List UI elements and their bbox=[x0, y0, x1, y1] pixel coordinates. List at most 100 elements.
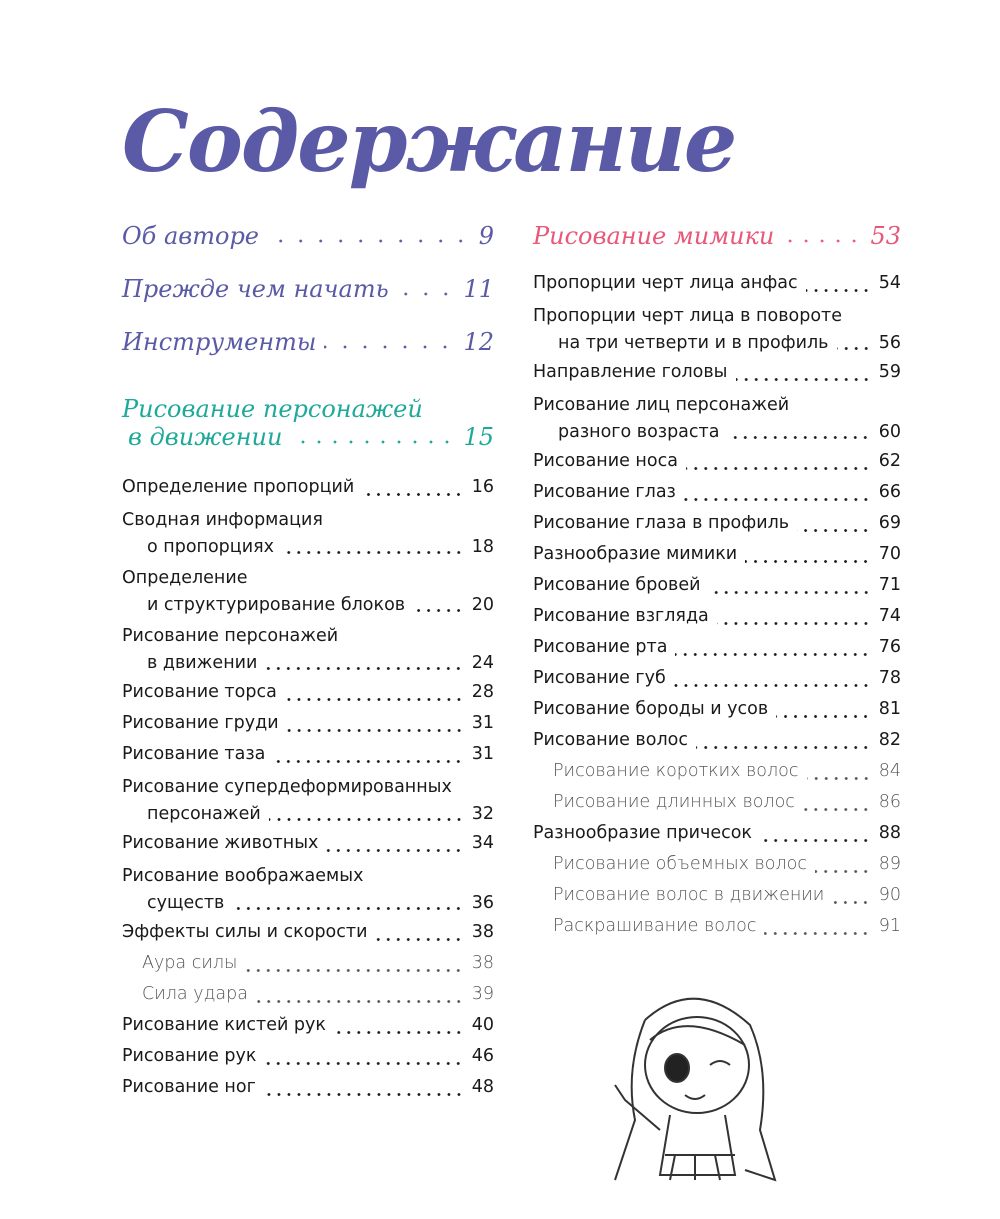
toc-entry[interactable]: Рисование таза 31 bbox=[122, 739, 494, 770]
toc-entry[interactable]: Рисование коротких волос 84 bbox=[533, 756, 901, 787]
page-number: 88 bbox=[878, 823, 901, 843]
page-number: 18 bbox=[471, 537, 494, 557]
toc-entry[interactable]: Эффекты силы и скорости 38 bbox=[122, 917, 494, 948]
toc-entry[interactable]: Рисование длинных волос 86 bbox=[533, 787, 901, 818]
entry-title: Рисование животных bbox=[122, 833, 319, 853]
entry-title-cont: о пропорциях bbox=[147, 537, 274, 557]
entry-title: Сводная информация bbox=[122, 510, 323, 530]
toc-entry[interactable]: Рисование кистей рук 40 bbox=[122, 1010, 494, 1041]
leader-dots bbox=[716, 622, 871, 625]
leader-dots bbox=[760, 839, 871, 842]
page-number: 74 bbox=[878, 606, 901, 626]
entry-title: Разнообразие мимики bbox=[533, 544, 738, 564]
entry-title: Рисование длинных волос bbox=[553, 792, 795, 812]
toc-entry[interactable]: Раскрашивание волос 91 bbox=[533, 911, 901, 942]
toc-entry[interactable]: Рисование взгляда 74 bbox=[533, 601, 901, 632]
toc-entry[interactable]: Рисование объемных волос 89 bbox=[533, 849, 901, 880]
entry-title: Рисование кистей рук bbox=[122, 1015, 326, 1035]
page-number: 60 bbox=[878, 422, 901, 442]
toc-entry[interactable]: Разнообразие мимики 70 bbox=[533, 539, 901, 570]
leader-dots bbox=[683, 498, 871, 501]
toc-entry[interactable]: Рисование глаза в профиль 69 bbox=[533, 508, 901, 539]
section-heading-facial[interactable]: Рисование мимики 53 bbox=[533, 222, 901, 250]
page-number: 90 bbox=[878, 885, 901, 905]
page-number: 56 bbox=[878, 333, 901, 353]
leader-dots bbox=[255, 1000, 464, 1003]
entry-title: Сила удара bbox=[142, 984, 248, 1004]
page-number: 11 bbox=[463, 275, 494, 303]
page-number: 20 bbox=[471, 595, 494, 615]
toc-entry[interactable]: Разнообразие причесок 88 bbox=[533, 818, 901, 849]
entry-title: Рисование персонажей bbox=[122, 626, 339, 646]
entry-title: Об авторе bbox=[122, 222, 260, 250]
page-number: 9 bbox=[478, 222, 494, 250]
leader-dots bbox=[333, 1031, 464, 1034]
toc-entry[interactable]: Рисование волос в движении 90 bbox=[533, 880, 901, 911]
entry-title: Направление головы bbox=[533, 362, 728, 382]
entry-title: Рисование взгляда bbox=[533, 606, 709, 626]
toc-entry[interactable]: Рисование рук 46 bbox=[122, 1041, 494, 1072]
entry-title: Рисование бороды и усов bbox=[533, 699, 769, 719]
leader-dots bbox=[797, 529, 871, 532]
toc-entry[interactable]: Рисование бороды и усов 81 bbox=[533, 694, 901, 725]
toc-entry[interactable]: Аура силы 38 bbox=[122, 948, 494, 979]
page-number: 76 bbox=[878, 637, 901, 657]
leader-dots bbox=[675, 653, 871, 656]
leader-dots bbox=[245, 969, 464, 972]
toc-entry[interactable]: Прежде чем начать 11 bbox=[122, 275, 494, 303]
toc-entry[interactable]: Рисование торса 28 bbox=[122, 677, 494, 708]
page-number: 66 bbox=[878, 482, 901, 502]
leader-dots bbox=[685, 467, 871, 470]
toc-entry[interactable]: Пропорции черт лица анфас 54 bbox=[533, 268, 901, 299]
page-number: 89 bbox=[878, 854, 901, 874]
entry-title: Рисование рук bbox=[122, 1046, 257, 1066]
toc-entry[interactable]: Рисование бровей 71 bbox=[533, 570, 901, 601]
toc-entry[interactable]: Рисование волос 82 bbox=[533, 725, 901, 756]
toc-entry[interactable]: Инструменты 12 bbox=[122, 328, 494, 356]
leader-dots bbox=[836, 347, 871, 350]
toc-entry[interactable]: Рисование груди 31 bbox=[122, 708, 494, 739]
toc-entry[interactable]: Определение и структурирование блоков 20 bbox=[122, 561, 494, 619]
chibi-girl-illustration bbox=[614, 997, 777, 1182]
page-number: 36 bbox=[471, 893, 494, 913]
entry-title-cont: персонажей bbox=[147, 804, 261, 824]
page-number: 46 bbox=[471, 1046, 494, 1066]
leader-dots bbox=[396, 292, 456, 296]
toc-entry[interactable]: Пропорции черт лица в повороте на три чет… bbox=[533, 299, 901, 357]
leader-dots bbox=[263, 1093, 464, 1096]
page-number: 81 bbox=[878, 699, 901, 719]
page-number: 34 bbox=[471, 833, 494, 853]
entry-title: Рисование груди bbox=[122, 713, 279, 733]
entry-title-cont: и структурирование блоков bbox=[147, 595, 406, 615]
toc-entry[interactable]: Об авторе 9 bbox=[122, 222, 494, 250]
leader-dots bbox=[782, 239, 863, 243]
page-number: 59 bbox=[878, 362, 901, 382]
toc-entry[interactable]: Сила удара 39 bbox=[122, 979, 494, 1010]
page-number: 39 bbox=[471, 984, 494, 1004]
toc-entry[interactable]: Рисование воображаемых существ 36 bbox=[122, 859, 494, 917]
toc-entry[interactable]: Рисование носа 62 bbox=[533, 446, 901, 477]
toc-entry[interactable]: Определение пропорций 16 bbox=[122, 472, 494, 503]
toc-entry[interactable]: Рисование глаз 66 bbox=[533, 477, 901, 508]
toc-entry[interactable]: Сводная информация о пропорциях 18 bbox=[122, 503, 494, 561]
section-heading-motion[interactable]: Рисование персонажей в движении 15 bbox=[122, 395, 494, 451]
entry-title: Аура силы bbox=[142, 953, 238, 973]
toc-entry[interactable]: Рисование животных 34 bbox=[122, 828, 494, 859]
leader-dots bbox=[264, 1062, 464, 1065]
toc-entry[interactable]: Рисование лиц персонажей разного возраста… bbox=[533, 388, 901, 446]
page-number: 69 bbox=[878, 513, 901, 533]
page-number: 62 bbox=[878, 451, 901, 471]
page-number: 38 bbox=[471, 922, 494, 942]
toc-entry[interactable]: Рисование персонажей в движении 24 bbox=[122, 619, 494, 677]
entry-title: Рисование лиц персонажей bbox=[533, 395, 790, 415]
toc-entry[interactable]: Рисование ног 48 bbox=[122, 1072, 494, 1103]
toc-entry[interactable]: Рисование губ 78 bbox=[533, 663, 901, 694]
leader-dots bbox=[413, 609, 464, 612]
leader-dots bbox=[727, 436, 871, 439]
toc-entry[interactable]: Рисование рта 76 bbox=[533, 632, 901, 663]
page-number: 16 bbox=[471, 477, 494, 497]
toc-entry[interactable]: Рисование супердеформированных персонажей… bbox=[122, 770, 494, 828]
leader-dots bbox=[267, 239, 471, 243]
toc-entry[interactable]: Направление головы 59 bbox=[533, 357, 901, 388]
leader-dots bbox=[806, 777, 871, 780]
